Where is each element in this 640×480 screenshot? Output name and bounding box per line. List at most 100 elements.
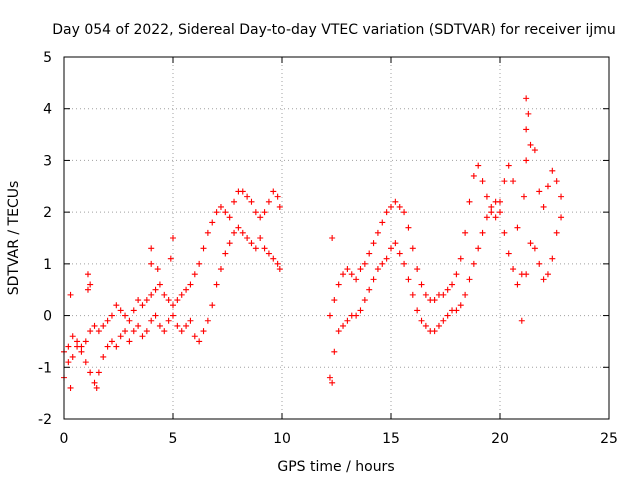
data-point	[514, 281, 521, 288]
data-point	[488, 209, 495, 216]
data-point	[357, 266, 364, 273]
data-point	[148, 245, 155, 252]
data-point	[170, 312, 176, 319]
x-tick-label: 0	[60, 431, 69, 447]
data-point	[492, 214, 499, 221]
grid-lines	[64, 57, 609, 419]
data-point	[156, 322, 163, 329]
data-point	[483, 193, 490, 200]
data-point	[117, 307, 124, 314]
data-point	[366, 250, 373, 257]
data-point	[505, 250, 512, 257]
data-point	[440, 291, 447, 298]
data-point	[470, 260, 477, 267]
data-point	[353, 276, 360, 283]
data-point	[457, 255, 464, 262]
data-point	[335, 328, 342, 335]
data-point	[544, 183, 551, 190]
x-tick-label: 20	[491, 431, 509, 447]
data-point	[340, 322, 347, 329]
data-point	[91, 379, 98, 386]
data-point	[82, 338, 89, 345]
data-point	[222, 250, 229, 257]
data-point	[549, 167, 556, 174]
data-point	[161, 291, 168, 298]
data-point	[505, 162, 512, 169]
data-point	[108, 312, 115, 319]
y-tick-label: 3	[43, 153, 52, 169]
data-point	[540, 276, 547, 283]
data-point	[510, 266, 517, 273]
data-point	[130, 307, 137, 314]
data-point	[191, 333, 198, 340]
data-point	[274, 193, 281, 200]
data-point	[444, 286, 451, 293]
data-point	[518, 317, 525, 324]
data-point	[414, 266, 421, 273]
data-point	[87, 281, 94, 288]
data-point	[374, 229, 381, 236]
data-point	[248, 198, 255, 205]
data-point	[174, 322, 181, 329]
data-point	[527, 141, 534, 148]
data-point	[161, 328, 168, 335]
data-point	[549, 255, 556, 262]
data-point	[335, 281, 342, 288]
data-point	[265, 198, 272, 205]
data-point	[523, 271, 530, 278]
data-point	[462, 291, 469, 298]
data-point	[383, 255, 390, 262]
data-point	[74, 343, 81, 350]
data-point	[431, 328, 438, 335]
axis-ticks	[63, 56, 610, 420]
plot-frame	[63, 56, 610, 420]
data-point	[100, 322, 107, 329]
data-point	[462, 229, 469, 236]
data-point	[187, 281, 194, 288]
data-point	[200, 245, 207, 252]
data-point	[252, 245, 259, 252]
data-point	[418, 317, 425, 324]
data-point	[453, 271, 460, 278]
series-spikes	[67, 95, 532, 391]
data-point	[331, 297, 338, 304]
x-tick-label: 5	[169, 431, 178, 447]
x-tick-label: 15	[382, 431, 400, 447]
data-point	[483, 214, 490, 221]
data-point	[148, 317, 155, 324]
data-point	[93, 384, 100, 391]
data-point	[204, 229, 211, 236]
y-tick-label: 4	[43, 102, 52, 118]
data-point	[388, 245, 394, 252]
data-point	[479, 229, 486, 236]
data-point	[167, 255, 174, 262]
data-point	[344, 266, 351, 273]
data-point	[329, 379, 336, 386]
data-point	[536, 188, 543, 195]
data-point	[130, 328, 137, 335]
data-point	[523, 126, 530, 133]
data-point	[326, 374, 333, 381]
data-point	[383, 209, 390, 216]
data-point	[178, 291, 185, 298]
data-point	[226, 240, 233, 247]
data-point	[475, 245, 482, 252]
data-point	[122, 328, 129, 335]
data-point	[204, 317, 211, 324]
data-point	[95, 328, 102, 335]
data-point	[257, 214, 264, 221]
data-point	[152, 312, 159, 319]
data-point	[531, 245, 538, 252]
data-point	[84, 286, 91, 293]
y-tick-label: 5	[43, 50, 52, 66]
data-point	[170, 302, 176, 309]
data-point	[104, 317, 111, 324]
data-point	[475, 162, 482, 169]
data-point	[497, 209, 503, 216]
data-point	[84, 271, 91, 278]
data-point	[226, 214, 233, 221]
data-point	[139, 333, 146, 340]
data-point	[370, 240, 377, 247]
data-point	[466, 276, 473, 283]
